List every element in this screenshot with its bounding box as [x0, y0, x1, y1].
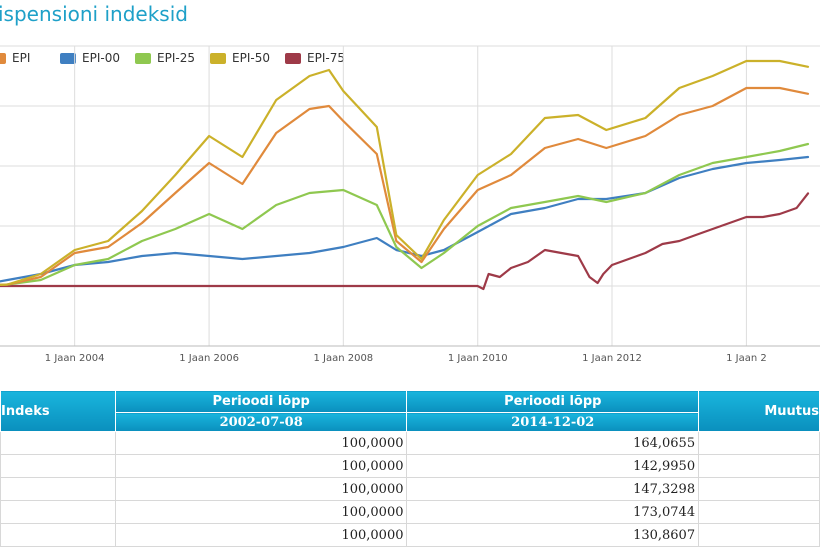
- legend-label: EPI: [12, 51, 31, 65]
- header-index[interactable]: Indeks: [0, 390, 116, 432]
- series-line-epi-75: [0, 192, 810, 291]
- index-name-cell: [0, 523, 116, 547]
- line-chart: 1 Jaan 2004 1 Jaan 2006 1 Jaan 2008 1 Jaan …: [0, 45, 820, 364]
- header-period-start[interactable]: Perioodi lõpp: [114, 390, 408, 413]
- table-row: 100,0000 130,8607: [0, 523, 820, 547]
- end-value-cell: 130,8607: [406, 523, 700, 547]
- start-value-cell: 100,0000: [114, 477, 408, 501]
- x-tick-label: 1 Jaan 2012: [582, 353, 642, 364]
- header-end-date: 2014-12-02: [406, 412, 700, 432]
- legend-label: EPI-25: [157, 51, 195, 65]
- series-line-epi: [0, 86, 810, 286]
- series-line-epi-50: [0, 59, 810, 286]
- x-tick-label: 1 Jaan 2008: [313, 353, 373, 364]
- legend-swatch: [210, 53, 226, 64]
- legend-swatch: [285, 53, 301, 64]
- index-name-cell: [0, 454, 116, 478]
- start-value-cell: 100,0000: [114, 431, 408, 455]
- header-change[interactable]: Muutus: [698, 390, 820, 432]
- table-row: 100,0000 173,0744: [0, 500, 820, 524]
- change-cell: [698, 431, 820, 455]
- legend-label: EPI-50: [232, 51, 270, 65]
- page-title: ispensioni indeksid: [0, 2, 188, 26]
- x-tick-label: 1 Jaan 2: [726, 353, 767, 364]
- legend-label: EPI-75: [307, 51, 345, 65]
- start-value-cell: 100,0000: [114, 523, 408, 547]
- index-name-cell: [0, 477, 116, 501]
- end-value-cell: 173,0744: [406, 500, 700, 524]
- table-row: 100,0000 147,3298: [0, 477, 820, 501]
- series-line-epi-00: [0, 155, 810, 283]
- end-value-cell: 142,9950: [406, 454, 700, 478]
- header-start-date: 2002-07-08: [114, 412, 408, 432]
- start-value-cell: 100,0000: [114, 500, 408, 524]
- start-value-cell: 100,0000: [114, 454, 408, 478]
- change-cell: [698, 500, 820, 524]
- header-period-end[interactable]: Perioodi lõpp: [406, 390, 700, 413]
- table-row: 100,0000 164,0655: [0, 431, 820, 455]
- legend-swatch: [60, 53, 76, 64]
- change-cell: [698, 477, 820, 501]
- end-value-cell: 147,3298: [406, 477, 700, 501]
- index-table: Indeks Perioodi lõpp Perioodi lõpp Muutu…: [0, 390, 820, 547]
- x-tick-label: 1 Jaan 2010: [448, 353, 508, 364]
- legend-swatch: [0, 53, 6, 64]
- legend-label: EPI-00: [82, 51, 120, 65]
- x-tick-label: 1 Jaan 2004: [45, 353, 105, 364]
- index-name-cell: [0, 431, 116, 455]
- end-value-cell: 164,0655: [406, 431, 700, 455]
- table-row: 100,0000 142,9950: [0, 454, 820, 478]
- legend-swatch: [135, 53, 151, 64]
- change-cell: [698, 523, 820, 547]
- series-line-epi-25: [0, 142, 810, 286]
- change-cell: [698, 454, 820, 478]
- x-tick-label: 1 Jaan 2006: [179, 353, 239, 364]
- index-name-cell: [0, 500, 116, 524]
